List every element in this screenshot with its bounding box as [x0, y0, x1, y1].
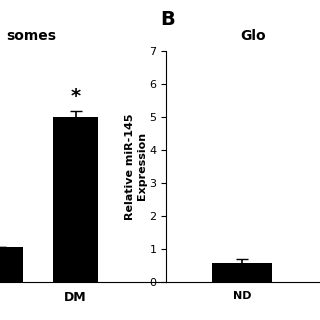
Bar	[53, 117, 98, 282]
Text: *: *	[71, 87, 81, 106]
Bar	[212, 262, 272, 282]
Text: somes: somes	[6, 29, 56, 43]
Text: Glo: Glo	[240, 29, 266, 43]
Text: B: B	[160, 10, 175, 28]
Bar	[0, 247, 23, 282]
Y-axis label: Relative miR-145
Expression: Relative miR-145 Expression	[125, 113, 147, 220]
